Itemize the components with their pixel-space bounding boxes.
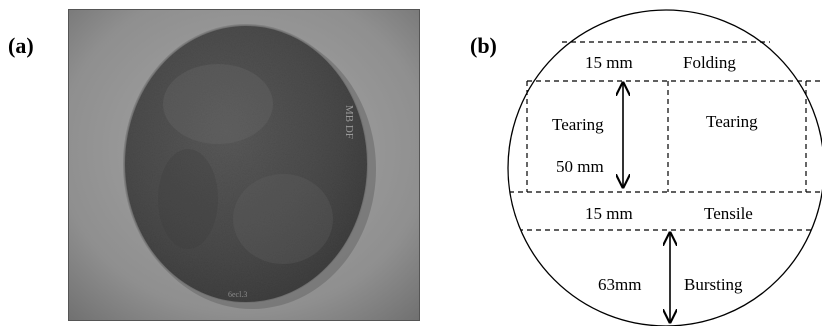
sample-disc (124, 25, 368, 303)
tearing-right-label: Tearing (706, 112, 758, 131)
edge-text-bottom: 6ecl.3 (228, 290, 247, 299)
folding-label: Folding (683, 53, 736, 72)
tearing-left-label: Tearing (552, 115, 604, 134)
bursting-length-label: 63mm (598, 275, 641, 294)
folding-width-label: 15 mm (585, 53, 633, 72)
panel-label-a: (a) (8, 33, 34, 58)
tensile-width-label: 15 mm (585, 204, 633, 223)
bursting-label: Bursting (684, 275, 743, 294)
panel-label-b: (b) (470, 33, 497, 58)
cutting-layout-diagram: 15 mm Folding Tearing 50 mm Tearing 15 m… (500, 0, 822, 327)
tearing-length-label: 50 mm (556, 157, 604, 176)
sample-photo: MB DF 6ecl.3 (68, 9, 420, 321)
tensile-label: Tensile (704, 204, 753, 223)
sample-marking: MB DF (343, 105, 355, 139)
sample-photo-image: MB DF 6ecl.3 (68, 9, 420, 321)
cut-lines (508, 41, 822, 231)
